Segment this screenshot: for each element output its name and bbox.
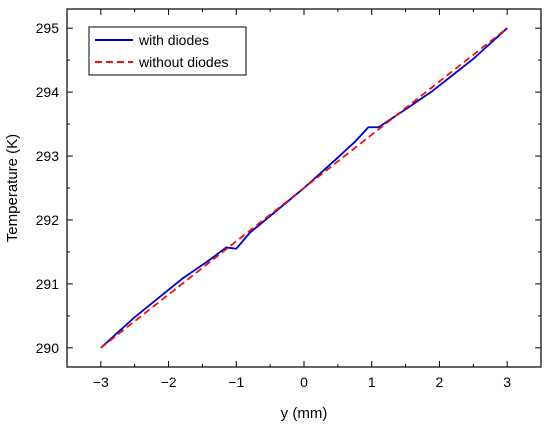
x-tick-label: −2 <box>161 374 177 390</box>
legend: with diodes without diodes <box>88 26 247 76</box>
y-axis-title: Temperature (K) <box>4 134 21 242</box>
x-tick-label: 3 <box>503 374 511 390</box>
x-tick-label: 0 <box>300 374 308 390</box>
y-tick-label: 294 <box>36 84 60 100</box>
y-tick-label: 292 <box>36 212 60 228</box>
y-tick-label: 293 <box>36 148 60 164</box>
legend-label-with-diodes: with diodes <box>138 32 209 48</box>
legend-box <box>88 26 247 76</box>
y-tick-label: 295 <box>36 20 60 36</box>
x-tick-label: 2 <box>436 374 444 390</box>
x-tick-label: 1 <box>368 374 376 390</box>
x-tick-label: −3 <box>93 374 109 390</box>
y-tick-label: 291 <box>36 276 60 292</box>
x-axis-title: y (mm) <box>281 405 328 422</box>
x-tick-label: −1 <box>228 374 244 390</box>
tick-marks <box>67 9 541 367</box>
series-layer <box>100 27 508 349</box>
tick-labels: −3 −2 −1 0 1 2 3 290 291 292 293 294 295 <box>36 20 512 390</box>
y-tick-label: 290 <box>36 340 60 356</box>
series-line-without-diodes <box>100 27 508 349</box>
legend-label-without-diodes: without diodes <box>138 54 229 70</box>
